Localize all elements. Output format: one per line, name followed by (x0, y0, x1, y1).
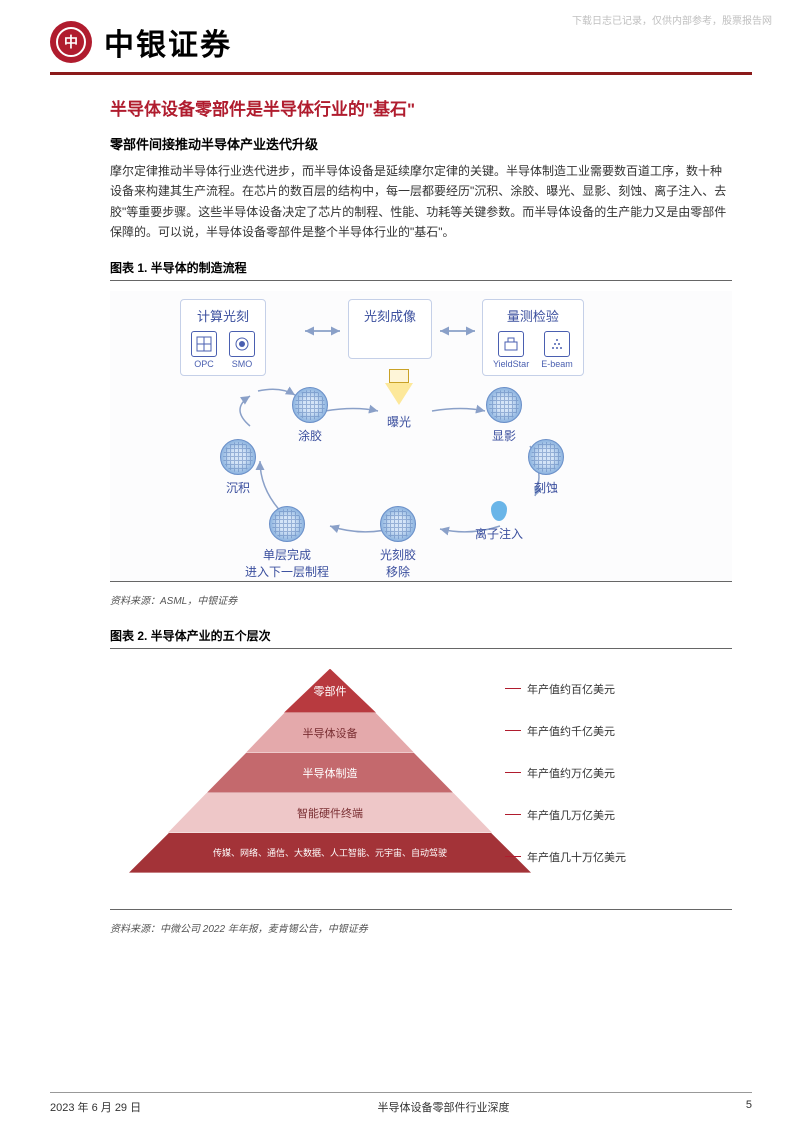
node-label: 单层完成 进入下一层制程 (245, 546, 329, 580)
node-label: 沉积 (220, 479, 256, 496)
pyramid-level-1: 半导体设备 (246, 713, 414, 753)
pyramid-level-0: 零部件 (284, 669, 376, 713)
section-title: 半导体设备零部件是半导体行业的"基石" (110, 95, 732, 120)
group-title: 量测检验 (493, 306, 573, 325)
figure2-rule (110, 648, 732, 649)
figure1-title: 图表 1. 半导体的制造流程 (110, 259, 732, 276)
node-develop: 显影 (486, 387, 522, 444)
footer-page-number: 5 (746, 1099, 752, 1115)
flowchart-group-compute: 计算光刻 OPC SMO (180, 299, 266, 376)
figure1-rule-bottom (110, 581, 732, 582)
footer-doc-title: 半导体设备零部件行业深度 (377, 1099, 509, 1115)
pyramid-value-4: 年产值几十万亿美元 (515, 849, 626, 865)
node-label: 光刻胶 移除 (380, 546, 416, 580)
yieldstar-icon (498, 331, 524, 357)
node-strip: 光刻胶 移除 (380, 506, 416, 580)
node-nextlayer: 单层完成 进入下一层制程 (245, 506, 329, 580)
node-label: 显影 (486, 427, 522, 444)
pyramid-value-3: 年产值几万亿美元 (515, 807, 626, 823)
group-title: 计算光刻 (191, 306, 255, 325)
icon-label: OPC (194, 359, 214, 369)
page-footer: 2023 年 6 月 29 日 半导体设备零部件行业深度 5 (0, 1092, 802, 1115)
smo-icon (229, 331, 255, 357)
page-header: 中 中银证券 (0, 0, 802, 72)
footer-date: 2023 年 6 月 29 日 (50, 1099, 141, 1115)
figure1-source: 资料来源：ASML，中银证券 (110, 592, 732, 607)
node-etch: 刻蚀 (528, 439, 564, 496)
figure2-source: 资料来源：中微公司 2022 年年报，麦肯锡公告，中银证券 (110, 920, 732, 935)
node-label: 涂胶 (292, 427, 328, 444)
node-coat: 涂胶 (292, 387, 328, 444)
pyramid-value-0: 年产值约百亿美元 (515, 681, 626, 697)
node-deposit: 沉积 (220, 439, 256, 496)
pyramid-level-3: 智能硬件终端 (168, 793, 492, 833)
icon-label: SMO (232, 359, 253, 369)
figure1-flowchart: 计算光刻 OPC SMO 光刻成像 量测检验 YieldStar E-beam … (110, 291, 732, 581)
figure1-rule (110, 280, 732, 281)
icon-label: E-beam (541, 359, 573, 369)
watermark-text: 下载日志已记录，仅供内部参考，股票报告网 (572, 12, 772, 27)
icon-label: YieldStar (493, 359, 529, 369)
main-content: 半导体设备零部件是半导体行业的"基石" 零部件间接推动半导体产业迭代升级 摩尔定… (0, 75, 802, 935)
logo-glyph: 中 (56, 27, 86, 57)
group-title: 光刻成像 (359, 306, 421, 325)
node-expose: 曝光 (384, 369, 414, 430)
node-label: 刻蚀 (528, 479, 564, 496)
figure2-title: 图表 2. 半导体产业的五个层次 (110, 627, 732, 644)
flowchart-group-litho: 光刻成像 (348, 299, 432, 359)
flowchart-group-metrology: 量测检验 YieldStar E-beam (482, 299, 584, 376)
node-implant: 离子注入 (475, 501, 523, 542)
figure2-rule-bottom (110, 909, 732, 910)
company-logo: 中 (50, 21, 92, 63)
opc-icon (191, 331, 217, 357)
body-paragraph: 摩尔定律推动半导体行业迭代进步，而半导体设备是延续摩尔定律的关键。半导体制造工业… (110, 161, 732, 243)
node-label: 离子注入 (475, 525, 523, 542)
node-label: 曝光 (384, 413, 414, 430)
ebeam-icon (544, 331, 570, 357)
footer-divider (50, 1092, 752, 1093)
pyramid-level-2: 半导体制造 (207, 753, 453, 793)
figure2-pyramid: 零部件半导体设备半导体制造智能硬件终端传媒、网络、通信、大数据、人工智能、元宇宙… (110, 659, 732, 909)
company-name: 中银证券 (104, 20, 232, 64)
subsection-title: 零部件间接推动半导体产业迭代升级 (110, 134, 732, 153)
pyramid-value-1: 年产值约千亿美元 (515, 723, 626, 739)
pyramid-level-4: 传媒、网络、通信、大数据、人工智能、元宇宙、自动驾驶 (129, 833, 531, 873)
pyramid-value-2: 年产值约万亿美元 (515, 765, 626, 781)
